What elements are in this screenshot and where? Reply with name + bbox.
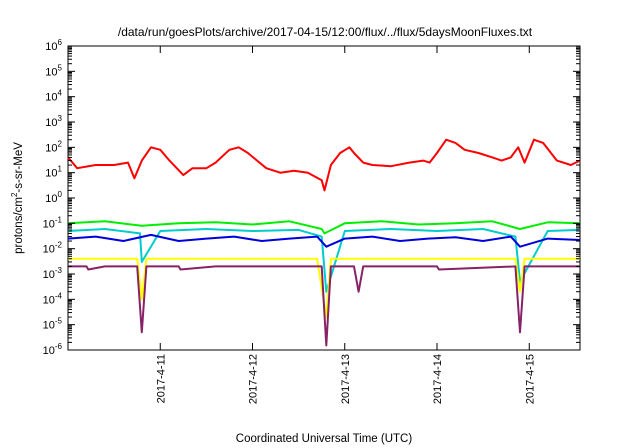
y-tick-label: 100: [45, 190, 62, 205]
x-tick-label: 2017-4-15: [524, 354, 536, 404]
series-line-5: [68, 257, 580, 318]
y-tick-label: 105: [45, 63, 62, 78]
y-tick-label: 101: [45, 165, 62, 180]
x-tick-label: 2017-4-14: [432, 354, 444, 404]
series-layer: [67, 138, 581, 347]
x-ticks: 2017-4-11 2017-4-12 2017-4-13 2017-4-14 2017…: [155, 46, 536, 404]
y-tick-label: 10-1: [43, 215, 63, 230]
y-tick-label: 102: [45, 139, 62, 154]
y-tick-label: 10-6: [43, 342, 63, 357]
series-line-2: [67, 220, 581, 235]
y-axis-label-post: -s-sr-MeV: [13, 142, 25, 193]
x-tick-label: 2017-4-13: [340, 354, 352, 404]
y-axis-label-sup: 2: [10, 192, 19, 197]
y-tick-label: 103: [45, 114, 62, 129]
y-tick-label: 104: [45, 89, 62, 104]
y-tick-label: 106: [45, 38, 62, 53]
y-tick-label: 10-4: [43, 291, 63, 306]
y-ticks: 10-6 10-5 10-4 10-3 10-2 10-1 100 101 102 103 104 1…: [43, 38, 580, 357]
y-tick-label: 10-3: [43, 266, 63, 281]
x-tick-label: 2017-4-12: [248, 354, 260, 404]
y-tick-label: 10-2: [43, 241, 63, 256]
y-tick-label: 10-5: [43, 317, 63, 332]
y-axis-label-pre: protons/cm: [13, 197, 25, 254]
series-line-1: [67, 138, 581, 192]
series-line-3: [67, 228, 581, 293]
x-tick-label: 2017-4-11: [155, 354, 167, 403]
chart-title: /data/run/goesPlots/archive/2017-04-15/1…: [118, 25, 533, 39]
series-line-4: [67, 233, 581, 248]
plot-area: 10-6 10-5 10-4 10-3 10-2 10-1 100 101 102 103 104 1…: [43, 38, 581, 404]
y-axis-label: protons/cm2-s-sr-MeV: [10, 142, 25, 254]
x-axis-label: Coordinated Universal Time (UTC): [236, 433, 413, 445]
series-line-6: [68, 265, 580, 347]
